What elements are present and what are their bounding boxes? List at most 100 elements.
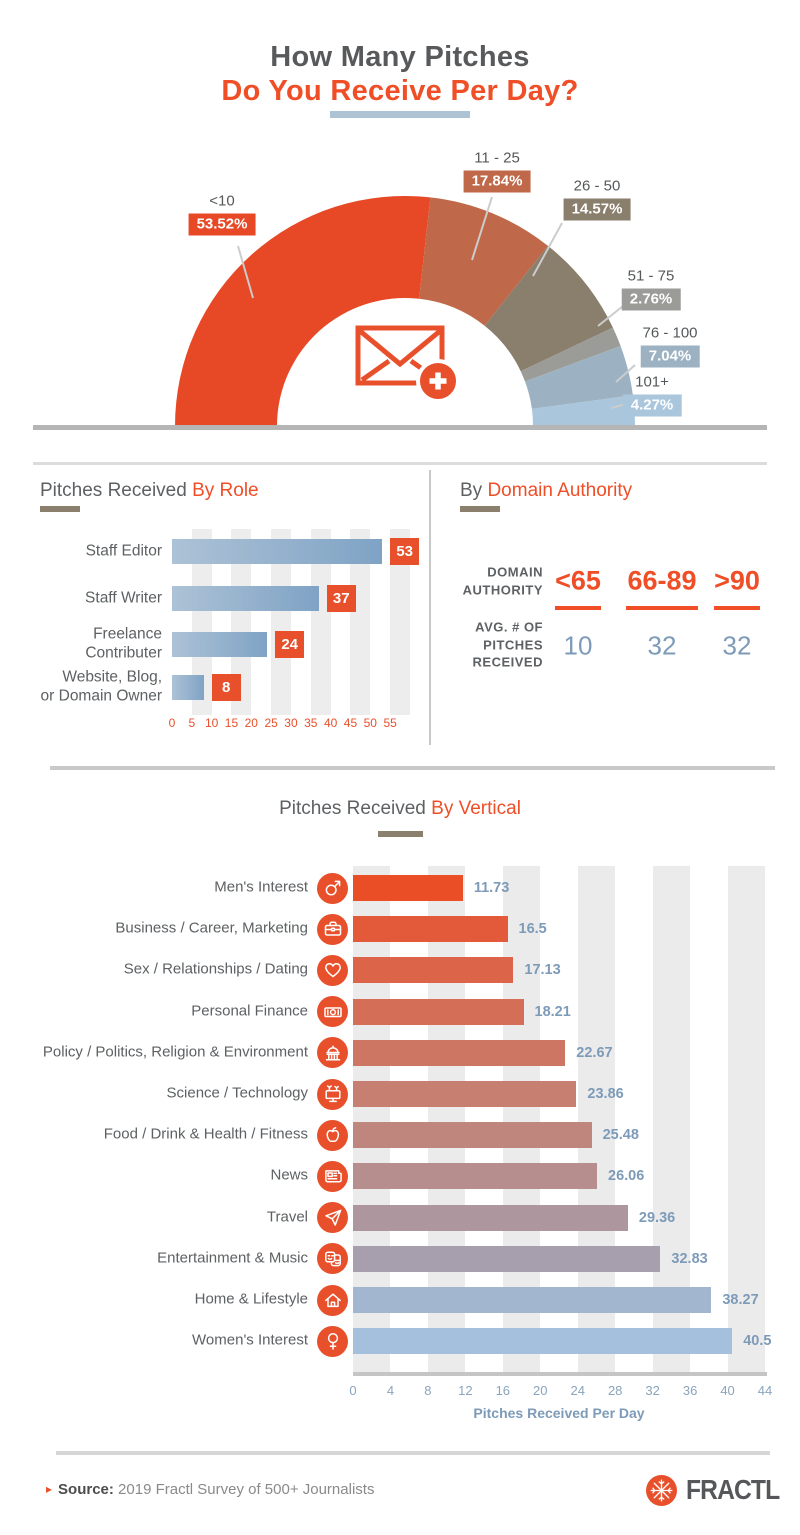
domain-title-accent: Domain Authority bbox=[487, 480, 633, 501]
source-arrow-icon: ▸ bbox=[46, 1482, 53, 1496]
role-axis-tick: 20 bbox=[244, 716, 258, 730]
vertical-bar-value: 38.27 bbox=[722, 1292, 759, 1308]
role-bar bbox=[172, 674, 204, 700]
role-bar bbox=[172, 585, 319, 611]
male-icon bbox=[325, 880, 340, 896]
role-section-title: Pitches Received By Role bbox=[40, 480, 259, 502]
role-plot-stripe bbox=[231, 529, 252, 715]
vertical-bar bbox=[353, 1163, 598, 1190]
domain-section-title: By Domain Authority bbox=[460, 480, 632, 502]
donut-label-text: 51 - 75 bbox=[627, 267, 675, 285]
vertical-category-label: Sex / Relationships / Dating bbox=[123, 961, 308, 979]
vertical-icon-circle bbox=[317, 872, 348, 904]
donut-label-badge: 7.04% bbox=[640, 345, 700, 367]
da-range-value: 66-89 bbox=[627, 565, 697, 596]
vertical-category-label: Men's Interest bbox=[214, 878, 308, 896]
title-underline bbox=[330, 111, 470, 118]
vertical-divider bbox=[429, 470, 431, 745]
da-range-underline bbox=[555, 606, 601, 610]
role-axis-tick: 30 bbox=[284, 716, 298, 730]
vertical-bar bbox=[353, 1204, 628, 1231]
role-title-gray: Pitches Received bbox=[40, 480, 193, 501]
da-range-underline bbox=[626, 606, 698, 610]
vertical-bar-value: 26.06 bbox=[608, 1168, 645, 1185]
vertical-axis-tick: 36 bbox=[682, 1383, 698, 1398]
vertical-axis-tick: 4 bbox=[386, 1383, 395, 1398]
vertical-axis-tick: 44 bbox=[757, 1383, 773, 1398]
role-section-underline bbox=[40, 506, 80, 512]
briefcase-icon bbox=[324, 921, 341, 936]
donut-segment-2 bbox=[484, 245, 613, 372]
donut-label-text: <10 bbox=[209, 192, 235, 210]
capitol-icon bbox=[325, 1045, 340, 1061]
vertical-category-label: Travel bbox=[266, 1208, 308, 1226]
vertical-bar bbox=[353, 1122, 592, 1149]
vertical-icon-circle bbox=[317, 1037, 348, 1069]
role-category-label: Staff Writer bbox=[85, 589, 162, 607]
heart-icon bbox=[324, 963, 341, 978]
vertical-category-label: Food / Drink & Health / Fitness bbox=[103, 1125, 308, 1143]
plane-icon bbox=[324, 1209, 341, 1226]
page-title-line-2: Do You Receive Per Day? bbox=[221, 75, 579, 107]
donut-label-3: 51 - 75 2.76% bbox=[621, 267, 681, 311]
vertical-axis-tick: 0 bbox=[349, 1383, 357, 1398]
role-axis-tick: 55 bbox=[383, 716, 397, 730]
role-axis-tick: 35 bbox=[304, 716, 318, 730]
role-axis-tick: 50 bbox=[363, 716, 377, 730]
donut-label-text: 26 - 50 bbox=[573, 177, 621, 194]
vertical-icon-circle bbox=[317, 996, 348, 1028]
donut-label-badge: 53.52% bbox=[188, 213, 256, 236]
role-axis-tick: 25 bbox=[264, 716, 278, 730]
da-row-header: DOMAIN AUTHORITY bbox=[462, 564, 543, 597]
fractl-logo-text: FRACTL bbox=[686, 1474, 780, 1505]
role-bar bbox=[172, 538, 383, 564]
vertical-title-gray: Pitches Received bbox=[279, 798, 432, 819]
donut-label-text: 76 - 100 bbox=[642, 324, 698, 341]
role-value-badge: 8 bbox=[211, 673, 241, 701]
theater-masks-icon bbox=[324, 1251, 341, 1267]
envelope-plus-icon bbox=[355, 325, 460, 403]
vertical-bar bbox=[353, 1328, 733, 1355]
gauge-svg bbox=[175, 195, 636, 426]
donut-label-0: <10 53.52% bbox=[188, 192, 256, 236]
role-category-label: Freelance Contributer bbox=[85, 625, 162, 662]
vertical-category-label: News bbox=[270, 1167, 308, 1185]
vertical-bar-value: 11.73 bbox=[473, 880, 510, 896]
donut-segment-1 bbox=[419, 197, 548, 326]
role-plot-stripe bbox=[310, 529, 331, 715]
vertical-icon-circle bbox=[317, 1325, 348, 1357]
da-avg-value: 10 bbox=[563, 630, 593, 661]
donut-segment-3 bbox=[520, 327, 621, 382]
leader-line-0 bbox=[237, 245, 254, 299]
domain-section-underline bbox=[460, 506, 500, 512]
vertical-category-label: Policy / Politics, Religion & Environmen… bbox=[42, 1043, 308, 1061]
vertical-icon-circle bbox=[317, 954, 348, 986]
vertical-category-label: Business / Career, Marketing bbox=[115, 919, 308, 937]
vertical-category-label: Entertainment & Music bbox=[157, 1249, 308, 1267]
donut-segment-0 bbox=[175, 195, 431, 426]
leader-line-2 bbox=[532, 222, 563, 277]
role-category-label: Website, Blog, or Domain Owner bbox=[40, 668, 162, 705]
da-range-value: <65 bbox=[555, 565, 601, 596]
pitch-volume-gauge-chart: <10 53.52% 11 - 25 17.84% 26 - 50 14.57% 51 - … bbox=[0, 140, 800, 432]
role-title-accent: By Role bbox=[192, 480, 259, 501]
vertical-bar-value: 29.36 bbox=[638, 1209, 676, 1226]
domain-title-gray: By bbox=[460, 480, 488, 501]
vertical-icon-circle bbox=[317, 1160, 348, 1192]
section-divider-mid bbox=[50, 766, 775, 770]
vertical-icon-circle bbox=[317, 1202, 348, 1234]
vertical-axis-tick: 16 bbox=[495, 1383, 511, 1398]
vertical-bar-value: 18.21 bbox=[534, 1003, 571, 1020]
banknote-icon bbox=[323, 1006, 342, 1017]
monitor-icon bbox=[324, 1085, 341, 1103]
vertical-icon-circle bbox=[317, 1119, 348, 1151]
vertical-axis-tick: 40 bbox=[720, 1383, 735, 1398]
vertical-bar bbox=[353, 916, 508, 943]
vertical-bar-value: 23.86 bbox=[587, 1086, 624, 1102]
vertical-bar-value: 16.5 bbox=[518, 921, 547, 938]
vertical-icon-circle bbox=[317, 913, 348, 945]
fractl-logo-mark-icon bbox=[646, 1474, 677, 1506]
vertical-icon-circle bbox=[317, 1243, 348, 1275]
source-line: ▸ Source: 2019 Fractl Survey of 500+ Jour… bbox=[46, 1481, 374, 1498]
